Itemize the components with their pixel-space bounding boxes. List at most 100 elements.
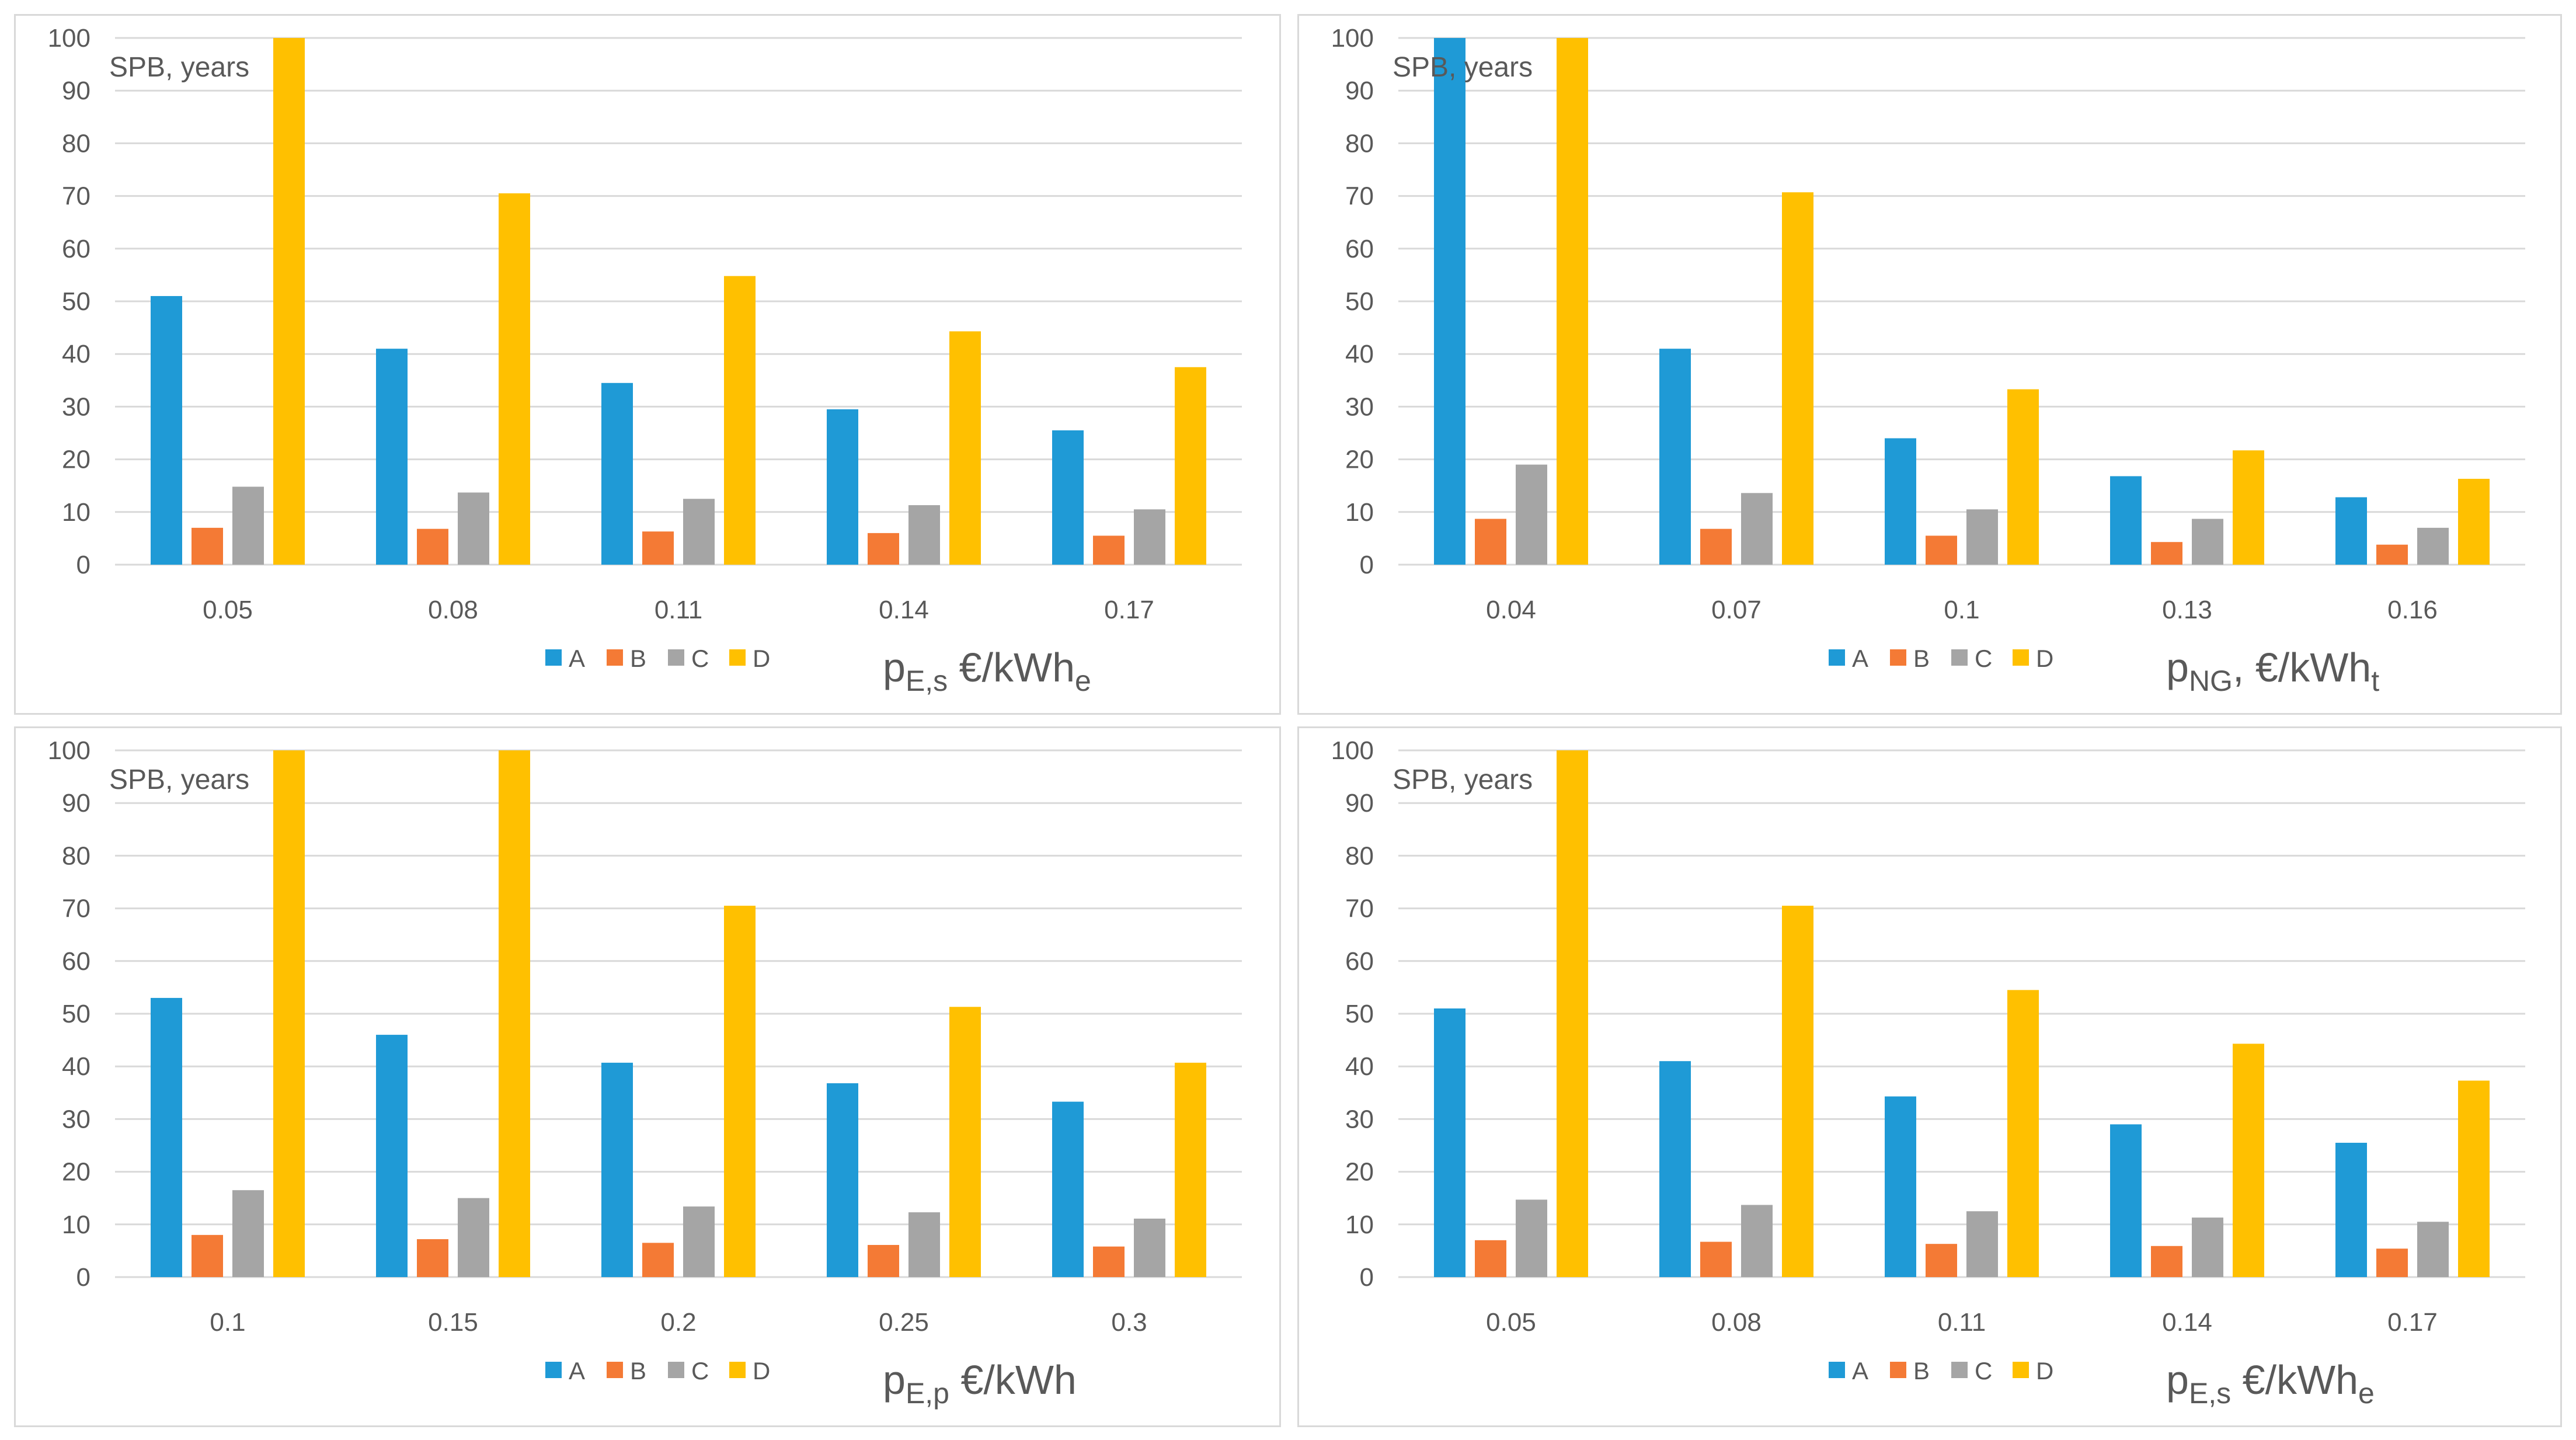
x-axis-label-sub: NG <box>2189 665 2233 697</box>
bar-D-0.2 <box>724 906 756 1277</box>
bar-A-0.14 <box>827 409 858 565</box>
y-tick-label: 60 <box>62 947 90 976</box>
bar-A-0.11 <box>601 382 633 565</box>
bar-A-0.11 <box>1885 1096 1916 1277</box>
bar-B-0.3 <box>1093 1246 1125 1277</box>
bar-C-0.04 <box>1516 464 1547 565</box>
x-axis-label: pE,s €/kWhe <box>883 645 1091 697</box>
legend-swatch-D <box>2013 1362 2029 1378</box>
legend-swatch-C <box>668 1362 684 1378</box>
bar-A-0.1 <box>1885 438 1916 565</box>
x-axis-label-sub: E,s <box>2189 1377 2231 1410</box>
bar-A-0.17 <box>2335 1142 2367 1277</box>
y-tick-label: 100 <box>1331 24 1374 53</box>
bar-A-0.14 <box>2110 1124 2142 1277</box>
x-axis-label-base: p <box>883 645 906 690</box>
legend-swatch-B <box>1890 1362 1906 1378</box>
bar-C-0.16 <box>2417 527 2449 565</box>
bar-A-0.07 <box>1659 349 1691 565</box>
bar-C-0.05 <box>1516 1199 1547 1277</box>
y-tick-label: 70 <box>1345 895 1374 923</box>
x-tick-label: 0.14 <box>2162 1308 2212 1337</box>
y-tick-label: 40 <box>1345 1052 1374 1081</box>
x-axis-label-unit: €/kWh <box>2231 1357 2358 1403</box>
y-tick-label: 80 <box>62 841 90 870</box>
bar-B-0.25 <box>868 1244 899 1277</box>
bar-D-0.04 <box>1557 38 1588 565</box>
bar-C-0.1 <box>232 1190 264 1277</box>
bar-C-0.17 <box>1134 509 1165 565</box>
y-tick-label: 70 <box>62 895 90 923</box>
x-axis-label-unit: €/kWh <box>948 645 1075 690</box>
bar-C-0.08 <box>458 492 489 565</box>
legend-label-D: D <box>753 1357 770 1385</box>
bar-D-0.13 <box>2233 450 2264 565</box>
x-tick-label: 0.08 <box>428 596 478 624</box>
bar-B-0.11 <box>642 531 674 565</box>
y-tick-label: 80 <box>1345 841 1374 870</box>
bar-A-0.1 <box>151 997 182 1277</box>
bar-D-0.17 <box>1175 367 1206 565</box>
bar-A-0.05 <box>151 295 182 565</box>
legend-label-A: A <box>569 645 585 672</box>
y-tick-label: 20 <box>1345 446 1374 474</box>
bar-D-0.11 <box>724 276 756 565</box>
x-axis-label-sub: E,s <box>906 665 948 697</box>
y-tick-label: 30 <box>62 392 90 421</box>
y-tick-label: 80 <box>62 129 90 158</box>
y-tick-label: 40 <box>62 1052 90 1081</box>
legend-label-A: A <box>569 1357 585 1385</box>
bar-C-0.1 <box>1966 509 1998 565</box>
chart-panel-2: 0 10 20 30 40 50 60 70 80 90 100 0.04 0.07 0.1 0.13 0.1… <box>1297 14 2562 715</box>
y-tick-label: 20 <box>62 446 90 474</box>
bar-A-0.08 <box>376 349 408 565</box>
bar-C-0.13 <box>2192 519 2223 565</box>
bar-B-0.08 <box>417 528 448 565</box>
bar-A-0.05 <box>1434 1008 1465 1277</box>
bar-A-0.13 <box>2110 476 2142 565</box>
y-tick-label: 50 <box>1345 1000 1374 1028</box>
y-tick-label: 10 <box>1345 1211 1374 1239</box>
y-tick-label: 90 <box>1345 789 1374 818</box>
y-tick-label: 70 <box>1345 182 1374 211</box>
bar-B-0.13 <box>2151 542 2182 565</box>
x-tick-label: 0.08 <box>1711 1308 1762 1337</box>
y-tick-label: 90 <box>62 789 90 818</box>
bar-D-0.08 <box>499 193 530 565</box>
legend-swatch-C <box>1951 649 1968 666</box>
x-tick-label: 0.13 <box>2162 596 2212 624</box>
bar-B-0.05 <box>1475 1240 1506 1277</box>
y-tick-label: 60 <box>1345 235 1374 263</box>
bar-C-0.11 <box>683 499 715 565</box>
legend-swatch-D <box>2013 649 2029 666</box>
y-tick-label: 40 <box>62 340 90 368</box>
y-tick-label: 50 <box>1345 287 1374 316</box>
y-axis-label: SPB, years <box>1393 52 1533 83</box>
chart-panel-3: 0 10 20 30 40 50 60 70 80 90 100 0.1 0.15 0.2 0.25 0.3 S… <box>14 726 1281 1427</box>
bar-B-0.14 <box>868 533 899 565</box>
legend-swatch-B <box>607 649 623 666</box>
bar-D-0.08 <box>1782 906 1813 1277</box>
x-axis-label-unit-sub: e <box>1075 665 1091 697</box>
x-axis-label-base: p <box>883 1357 906 1403</box>
x-axis-label-unit: €/kWh <box>949 1357 1077 1403</box>
x-tick-label: 0.05 <box>203 596 253 624</box>
legend-label-B: B <box>1913 1357 1930 1385</box>
bar-B-0.2 <box>642 1243 674 1277</box>
bar-D-0.15 <box>499 750 530 1277</box>
bar-B-0.16 <box>2376 544 2408 565</box>
x-tick-label: 0.1 <box>1944 596 1979 624</box>
bar-A-0.08 <box>1659 1061 1691 1277</box>
bar-C-0.3 <box>1134 1218 1165 1277</box>
bar-A-0.2 <box>601 1062 633 1277</box>
legend-label-B: B <box>630 1357 646 1385</box>
y-tick-label: 50 <box>62 1000 90 1028</box>
x-tick-label: 0.3 <box>1111 1308 1147 1337</box>
x-tick-label: 0.05 <box>1486 1308 1536 1337</box>
y-tick-label: 50 <box>62 287 90 316</box>
legend-swatch-A <box>1829 1362 1845 1378</box>
chart-svg-4: 0 10 20 30 40 50 60 70 80 90 100 0.05 0.08 0.11 0.14 0.… <box>1331 736 2525 1410</box>
x-axis-label: pE,s €/kWhe <box>2166 1357 2375 1410</box>
x-tick-label: 0.16 <box>2387 596 2438 624</box>
x-tick-label: 0.15 <box>428 1308 478 1337</box>
